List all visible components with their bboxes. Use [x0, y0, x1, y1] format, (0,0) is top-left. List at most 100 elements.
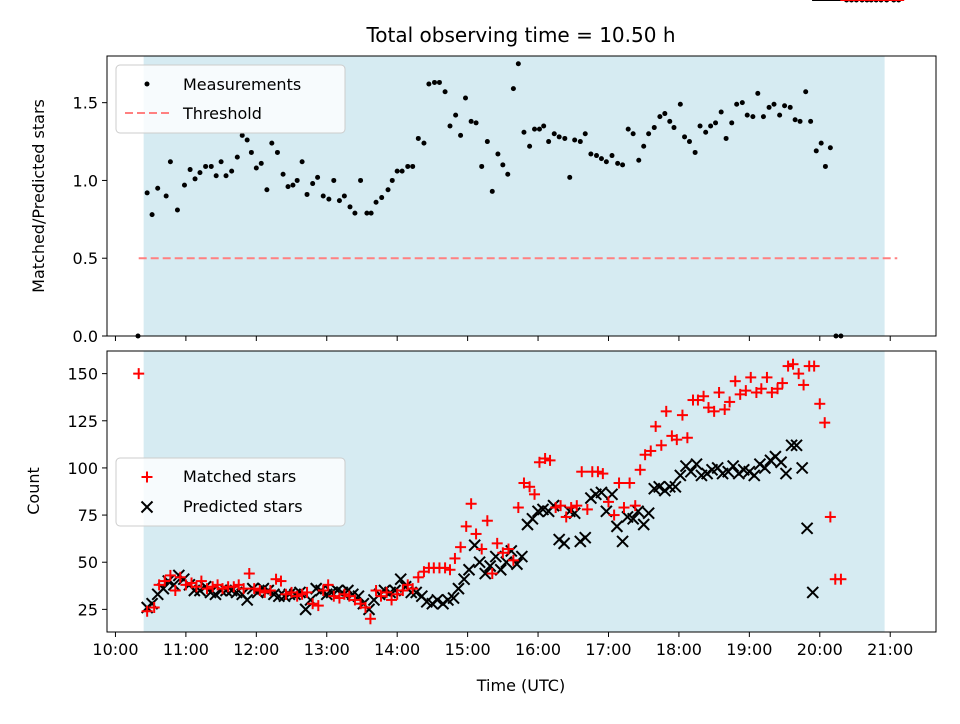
measurement-point [394, 168, 400, 174]
measurement-point [463, 95, 469, 101]
predicted-point-b [579, 531, 592, 544]
measurement-point [421, 140, 427, 146]
x-axis: 10:00 11:00 12:00 13:00 14:00 15:00 16:00 17:00… [92, 632, 913, 659]
measurement-point [187, 167, 193, 173]
matched-point [512, 502, 524, 514]
legend-label-matched: Matched stars [183, 467, 296, 486]
matched-point [602, 496, 614, 508]
measurement-point [181, 182, 187, 188]
predicted-point-b [145, 597, 159, 610]
top-y-tick-label: 1.0 [73, 171, 98, 190]
matched-point [745, 371, 757, 383]
predicted-point-b [595, 486, 608, 499]
x-tick-label: 15:00 [445, 640, 491, 659]
bottom-legend: Matched stars Predicted stars [115, 457, 346, 527]
matched-point [180, 579, 192, 591]
matched-point [164, 569, 176, 581]
measurement-point [556, 134, 562, 140]
measurement-point [442, 89, 448, 95]
predicted-point [452, 582, 465, 595]
measurement-point [739, 100, 745, 106]
measurement-point [484, 139, 490, 145]
measurement-point [213, 173, 219, 179]
matched-point [629, 500, 641, 512]
x-tick-label: 21:00 [867, 640, 913, 659]
measurement-point [269, 140, 275, 146]
predicted-point-b [637, 518, 650, 531]
measurement-point [495, 151, 501, 157]
matched-point [238, 583, 250, 595]
predicted-point [457, 572, 471, 586]
measurement-point [331, 177, 337, 183]
measurement-point [818, 140, 824, 146]
predicted-point-b [209, 588, 222, 601]
predicted-point-b [631, 505, 645, 518]
measurement-point [630, 131, 636, 137]
predicted-point [726, 459, 740, 473]
matched-point [819, 417, 831, 429]
predicted-point-b [204, 586, 217, 599]
predicted-point-b [748, 469, 761, 482]
measurement-point [415, 135, 421, 141]
matched-point [497, 547, 509, 559]
bottom-y-tick-label: 25 [78, 600, 98, 619]
measurement-point [192, 176, 198, 182]
measurement-point [436, 79, 442, 85]
measurement-point [505, 171, 511, 177]
measurement-point [532, 126, 538, 132]
predicted-point-b [177, 572, 190, 586]
x-tick-label: 17:00 [585, 640, 631, 659]
measurement-point [500, 162, 506, 168]
matched-point [317, 585, 329, 597]
measurement-point [718, 109, 724, 115]
matched-point [174, 571, 186, 583]
matched-point [533, 456, 545, 468]
matched-point [835, 573, 847, 585]
predicted-point [473, 556, 486, 569]
matched-point [359, 601, 371, 613]
predicted-point-b [500, 556, 513, 569]
predicted-point [669, 480, 682, 493]
legend-marker-measurements [144, 81, 150, 87]
measurement-point [797, 118, 803, 124]
matched-point [592, 466, 604, 478]
predicted-point-b [483, 559, 497, 573]
matched-point [544, 454, 556, 466]
measurement-point [299, 159, 305, 165]
matched-point [470, 528, 482, 540]
measurement-point [274, 149, 280, 155]
predicted-point-b [167, 578, 181, 592]
matched-point [703, 402, 715, 414]
matched-point [766, 386, 778, 398]
measurement-point [651, 125, 657, 131]
measurement-point [458, 132, 464, 138]
measurement-point [364, 210, 370, 216]
measurement-point [646, 131, 652, 137]
bottom-y-tick-label: 75 [78, 506, 98, 525]
matched-point [386, 594, 398, 606]
predicted-point-b [547, 499, 560, 512]
matched-point [524, 481, 536, 493]
measurement-point [432, 79, 438, 85]
measurement-point [426, 81, 432, 87]
matched-point [270, 573, 282, 585]
top-y-tick-label: 0.0 [73, 327, 98, 346]
predicted-point-b [420, 595, 433, 609]
predicted-point-b [785, 439, 798, 452]
predicted-point [800, 522, 814, 535]
matched-point [608, 509, 620, 521]
predicted-point-b [510, 557, 524, 571]
predicted-point-b [684, 465, 698, 478]
measurement-point [385, 187, 391, 193]
measurement-point [729, 120, 735, 126]
predicted-point [626, 512, 640, 526]
measurement-point [588, 151, 594, 157]
measurement-point [708, 123, 714, 129]
predicted-point-b [616, 535, 629, 548]
measurement-point [510, 86, 516, 92]
matched-point [259, 586, 271, 598]
predicted-point-b [468, 539, 481, 552]
measurement-point [803, 89, 809, 95]
measurement-point [326, 196, 332, 202]
predicted-point-b [663, 480, 676, 493]
